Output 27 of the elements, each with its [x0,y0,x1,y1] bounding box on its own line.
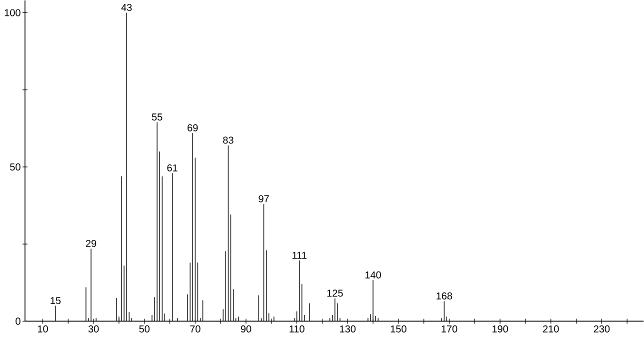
annotation: 111 [292,252,306,259]
annotation: 69 [188,124,198,132]
annotation: 29 [86,240,96,247]
x-tick-label: 190 [492,325,508,332]
x-tick-label: 210 [543,325,559,332]
annotation: 168 [436,292,452,300]
annotation: 125 [327,290,343,297]
x-tick-label: 30 [88,325,99,332]
x-tick-label: 110 [290,325,304,332]
annotation: 140 [365,271,381,278]
y-tick-label: 0 [16,318,20,325]
annotation: 97 [258,195,269,202]
x-tick-label: 170 [442,325,458,332]
annotation: 83 [223,136,234,144]
x-tick-label: 50 [139,325,150,332]
x-tick-label: 10 [38,325,48,332]
annotation: 61 [167,164,178,172]
x-tick-label: 130 [340,325,356,332]
x-tick-label: 230 [594,325,610,332]
y-tick-label: 100 [4,9,20,16]
x-tick-label: 90 [240,325,252,332]
x-tick-label: 150 [390,325,406,332]
y-tick-label: 50 [10,163,20,170]
x-tick-label: 70 [190,325,200,332]
annotation: 15 [50,297,61,304]
annotation: 43 [121,4,132,11]
annotation: 55 [152,113,162,120]
